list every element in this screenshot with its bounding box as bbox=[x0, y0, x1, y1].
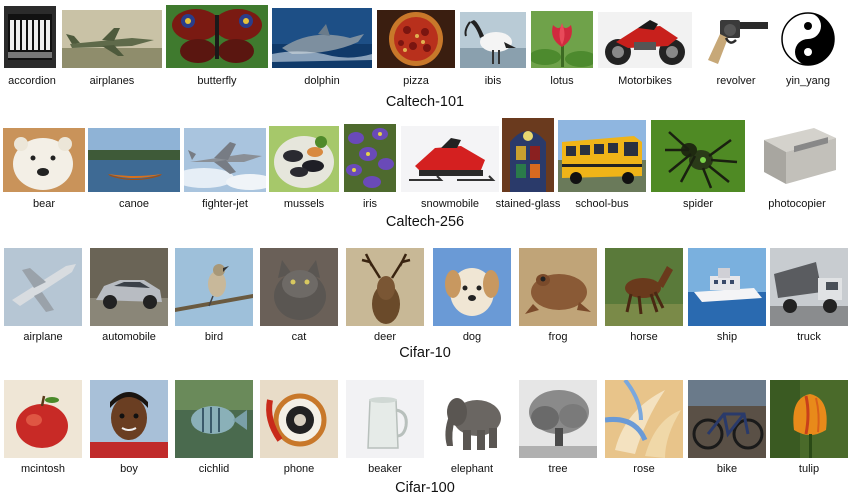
label-iris: iris bbox=[362, 198, 378, 210]
airplane-image bbox=[62, 10, 162, 68]
label-pizza: pizza bbox=[403, 75, 429, 87]
elephant-image bbox=[433, 380, 511, 458]
label-ship: ship bbox=[716, 331, 738, 343]
dog-image bbox=[433, 248, 511, 326]
label-butterfly: butterfly bbox=[197, 75, 237, 87]
label-mussels: mussels bbox=[283, 198, 325, 210]
stained-glass-image bbox=[502, 118, 554, 192]
pizza-image bbox=[377, 10, 455, 68]
caption-cifar-100: Cifar-100 bbox=[395, 480, 455, 496]
label-rose: rose bbox=[633, 463, 655, 475]
revolver-image bbox=[700, 14, 772, 68]
school-bus-image bbox=[558, 120, 646, 192]
truck-image bbox=[770, 248, 848, 326]
airplane-image bbox=[4, 248, 82, 326]
mussels-image bbox=[269, 126, 339, 192]
butterfly-image bbox=[166, 5, 268, 68]
label-beaker: beaker bbox=[368, 463, 402, 475]
label-cat: cat bbox=[291, 331, 307, 343]
spider-image bbox=[651, 120, 745, 192]
label-photocopier: photocopier bbox=[768, 198, 826, 210]
fish-image bbox=[175, 380, 253, 458]
label-school-bus: school-bus bbox=[575, 198, 629, 210]
apple-image bbox=[4, 380, 82, 458]
yin-yang-image bbox=[779, 10, 837, 68]
label-dolphin: dolphin bbox=[304, 75, 340, 87]
lotus-image bbox=[531, 11, 593, 68]
label-airplane: airplane bbox=[23, 331, 63, 343]
label-fighter-jet: fighter-jet bbox=[202, 198, 248, 210]
label-motorbikes: Motorbikes bbox=[618, 75, 672, 87]
polar-bear-image bbox=[3, 128, 85, 192]
label-phone: phone bbox=[283, 463, 315, 475]
horse-image bbox=[605, 248, 683, 326]
cat-image bbox=[260, 248, 338, 326]
motorbike-image bbox=[598, 12, 692, 68]
label-canoe: canoe bbox=[119, 198, 149, 210]
caption-caltech-101: Caltech-101 bbox=[385, 94, 465, 110]
rose-image bbox=[605, 380, 683, 458]
photocopier-image bbox=[750, 118, 844, 192]
caption-cifar-10: Cifar-10 bbox=[399, 345, 451, 361]
ship-image bbox=[688, 248, 766, 326]
label-deer: deer bbox=[373, 331, 397, 343]
label-horse: horse bbox=[630, 331, 658, 343]
iris-flower-image bbox=[344, 124, 396, 192]
label-elephant: elephant bbox=[450, 463, 494, 475]
tulip-image bbox=[770, 380, 848, 458]
label-mcintosh: mcintosh bbox=[20, 463, 66, 475]
label-bird: bird bbox=[204, 331, 224, 343]
label-ibis: ibis bbox=[484, 75, 502, 87]
label-lotus: lotus bbox=[550, 75, 574, 87]
label-yin-yang: yin_yang bbox=[785, 75, 831, 87]
label-frog: frog bbox=[548, 331, 568, 343]
snowmobile-image bbox=[401, 126, 499, 192]
label-airplanes: airplanes bbox=[89, 75, 135, 87]
ibis-image bbox=[460, 12, 526, 68]
beaker-image bbox=[346, 380, 424, 458]
accordion-image bbox=[4, 6, 56, 68]
dolphin-image bbox=[272, 8, 372, 68]
deer-image bbox=[346, 248, 424, 326]
label-truck: truck bbox=[797, 331, 821, 343]
fighter-jet-image bbox=[184, 128, 266, 192]
label-tulip: tulip bbox=[798, 463, 820, 475]
canoe-image bbox=[88, 128, 180, 192]
car-image bbox=[90, 248, 168, 326]
label-bike: bike bbox=[716, 463, 738, 475]
label-tree: tree bbox=[548, 463, 568, 475]
label-spider: spider bbox=[683, 198, 713, 210]
caption-caltech-256: Caltech-256 bbox=[385, 214, 465, 230]
label-cichlid: cichlid bbox=[198, 463, 230, 475]
label-dog: dog bbox=[462, 331, 482, 343]
phone-image bbox=[260, 380, 338, 458]
label-boy: boy bbox=[120, 463, 138, 475]
label-bear: bear bbox=[32, 198, 56, 210]
label-revolver: revolver bbox=[716, 75, 756, 87]
label-accordion: accordion bbox=[8, 75, 56, 87]
label-snowmobile: snowmobile bbox=[420, 198, 480, 210]
label-automobile: automobile bbox=[102, 331, 156, 343]
tree-image bbox=[519, 380, 597, 458]
label-stained-glass: stained-glass bbox=[495, 198, 561, 210]
bird-image bbox=[175, 248, 253, 326]
bike-image bbox=[688, 380, 766, 458]
boy-image bbox=[90, 380, 168, 458]
frog-image bbox=[519, 248, 597, 326]
